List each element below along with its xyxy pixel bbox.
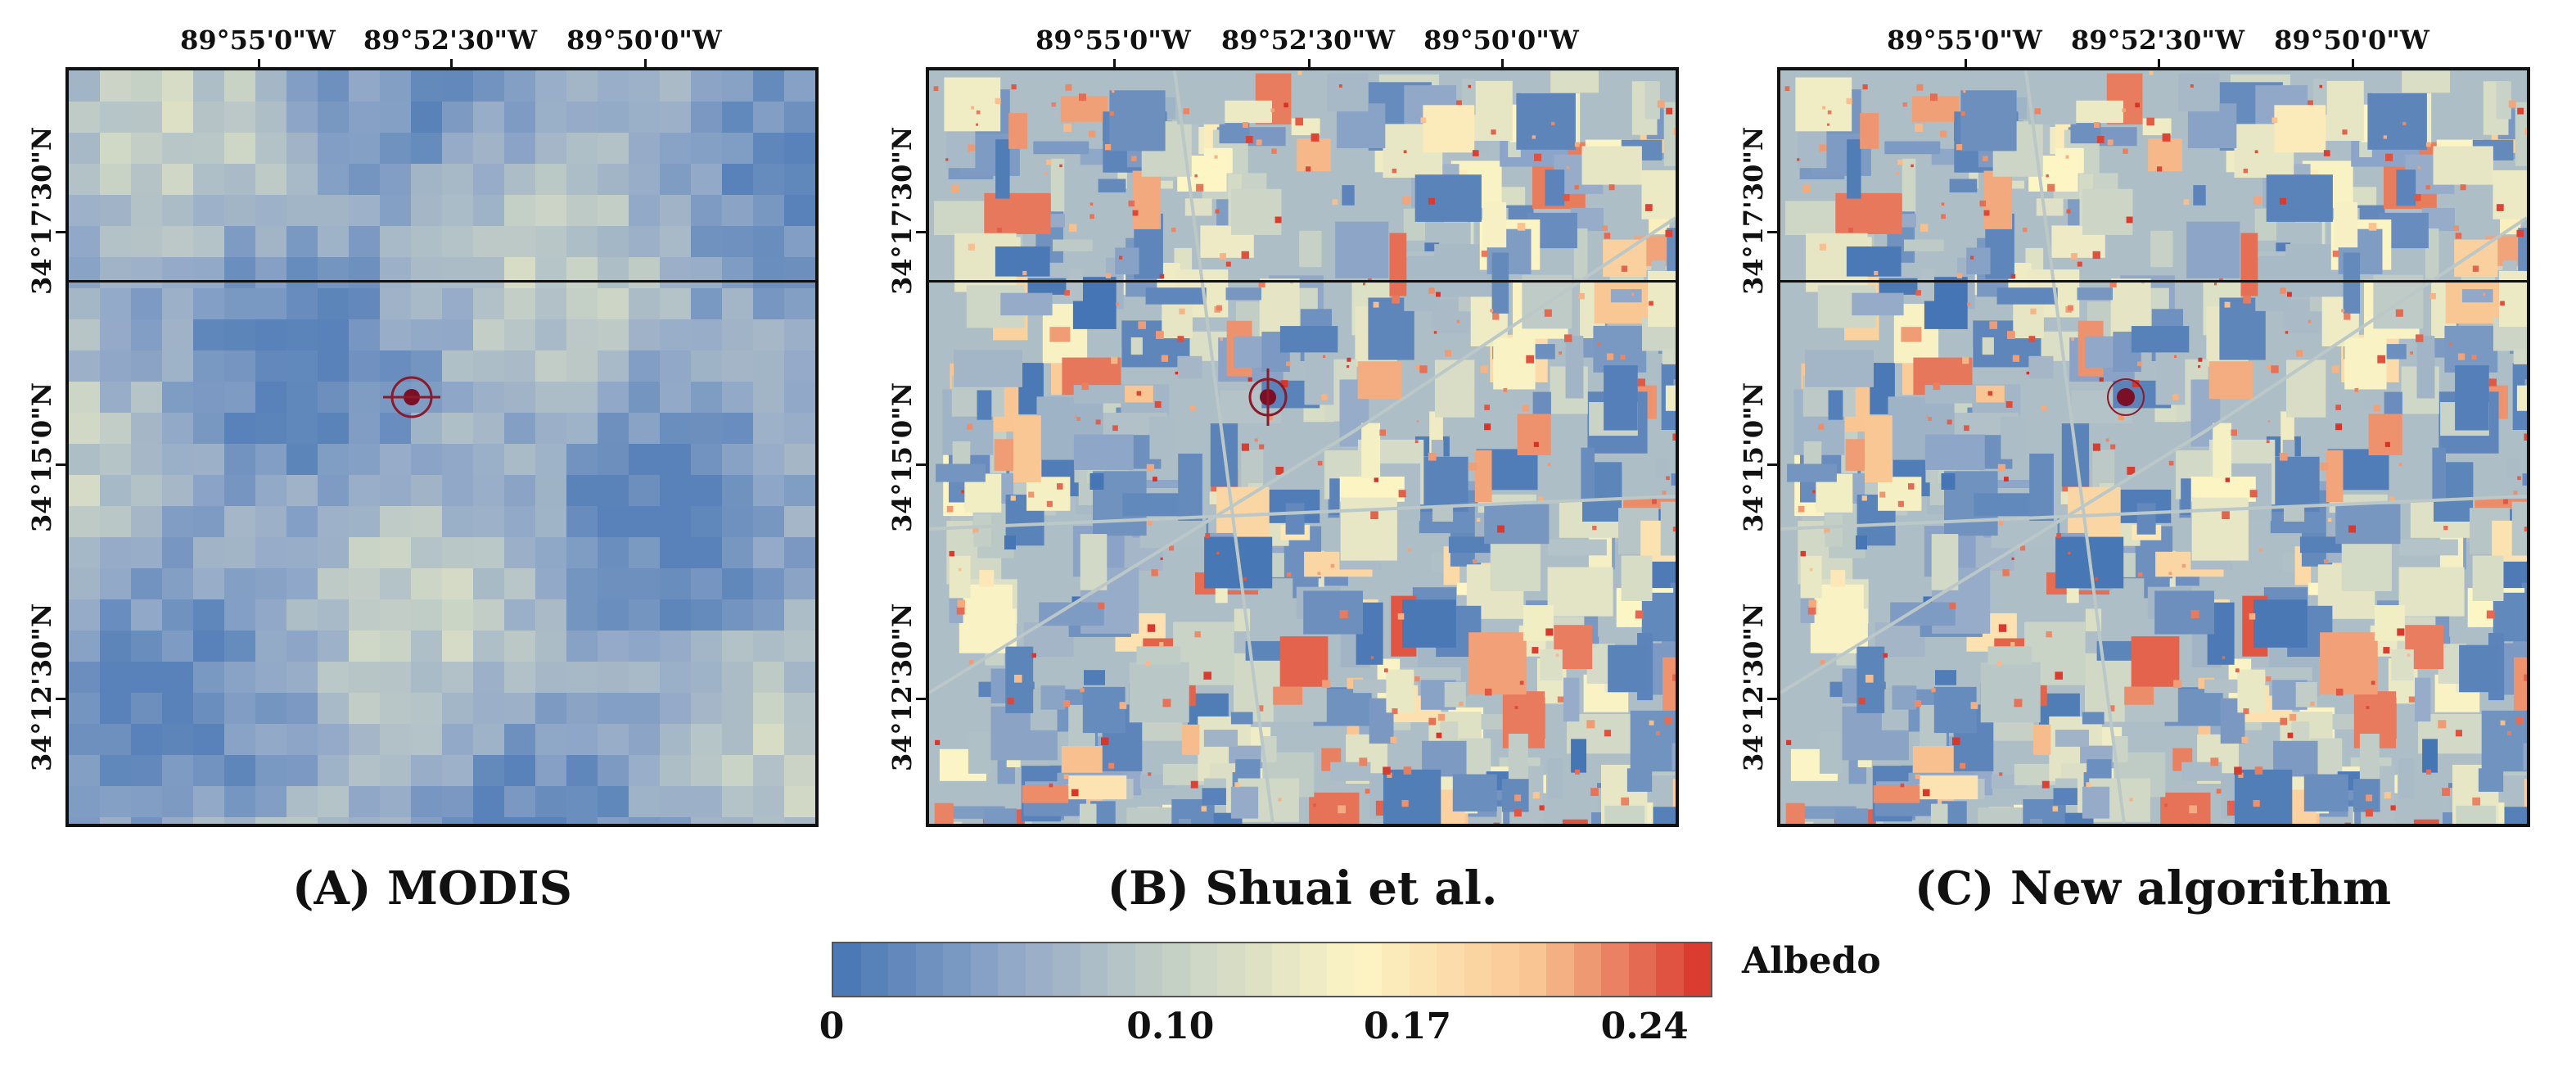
colorbar-segment <box>1382 943 1410 996</box>
albedo-colorbar <box>832 942 1712 997</box>
longitude-tick-label: 89°52'30"W <box>1221 25 1395 56</box>
panel-new-algorithm-map <box>1777 67 2530 827</box>
colorbar-segment <box>915 943 943 996</box>
panel-caption: (B) Shuai et al. <box>1107 861 1498 916</box>
tick-mark <box>450 59 453 69</box>
latitude-tick-label: 34°17'30"N <box>886 126 918 295</box>
colorbar-segment <box>998 943 1026 996</box>
tick-mark <box>644 59 647 69</box>
site-marker-icon <box>2107 378 2145 416</box>
tick-mark <box>2158 59 2160 69</box>
tick-mark <box>1308 59 1311 69</box>
colorbar-segment <box>1244 943 1272 996</box>
panel-caption: (C) New algorithm <box>1914 861 2392 916</box>
colorbar-segment <box>1135 943 1162 996</box>
longitude-tick-label: 89°50'0"W <box>566 25 722 56</box>
latitude-tick-label: 34°12'30"N <box>1738 603 1769 771</box>
colorbar-segment <box>1108 943 1135 996</box>
longitude-tick-label: 89°55'0"W <box>1887 25 2042 56</box>
tick-mark <box>56 463 65 466</box>
albedo-raster <box>929 70 1676 824</box>
colorbar-segment <box>970 943 998 996</box>
colorbar-segment <box>1656 943 1684 996</box>
tick-mark <box>56 231 65 233</box>
horizontal-reference-line <box>929 280 1676 283</box>
colorbar-segment <box>1464 943 1491 996</box>
colorbar-tick-label: 0.10 <box>1126 1006 1215 1047</box>
tick-mark <box>1767 231 1777 233</box>
colorbar-segment <box>1299 943 1327 996</box>
colorbar-segment <box>1546 943 1574 996</box>
colorbar-segment <box>1025 943 1053 996</box>
tick-mark <box>916 698 926 700</box>
colorbar-segment <box>1437 943 1464 996</box>
colorbar-segment <box>1162 943 1190 996</box>
colorbar-tick-label: 0.24 <box>1600 1006 1689 1047</box>
latitude-tick-label: 34°17'30"N <box>1738 126 1769 295</box>
latitude-tick-label: 34°15'0"N <box>1738 382 1769 532</box>
panel-modis-map <box>65 67 819 827</box>
tick-mark <box>1767 463 1777 466</box>
site-marker-icon <box>383 376 440 418</box>
colorbar-segment <box>1409 943 1437 996</box>
tick-mark <box>258 59 260 69</box>
longitude-tick-label: 89°55'0"W <box>180 25 336 56</box>
colorbar-segment <box>1683 943 1711 996</box>
colorbar-segment <box>1053 943 1080 996</box>
tick-mark <box>1767 698 1777 700</box>
site-marker-icon <box>1248 368 1288 426</box>
colorbar-segment <box>1354 943 1382 996</box>
tick-mark <box>1501 59 1504 69</box>
tick-mark <box>1965 59 1967 69</box>
colorbar-segment <box>860 943 888 996</box>
colorbar-segment <box>1272 943 1300 996</box>
colorbar-segment <box>1518 943 1546 996</box>
longitude-tick-label: 89°55'0"W <box>1035 25 1191 56</box>
colorbar-tick-label: 0.17 <box>1363 1006 1452 1047</box>
colorbar-segment <box>1491 943 1519 996</box>
colorbar-segment <box>833 943 861 996</box>
panel-caption: (A) MODIS <box>292 861 572 916</box>
tick-mark <box>2352 59 2354 69</box>
colorbar-segment <box>1601 943 1629 996</box>
latitude-tick-label: 34°12'30"N <box>26 603 57 771</box>
colorbar-segment <box>1189 943 1217 996</box>
colorbar-segment <box>1327 943 1355 996</box>
longitude-tick-label: 89°50'0"W <box>1423 25 1579 56</box>
latitude-tick-label: 34°15'0"N <box>886 382 918 532</box>
colorbar-title: Albedo <box>1742 940 1881 982</box>
colorbar-segment <box>1628 943 1656 996</box>
colorbar-tick-label: 0 <box>819 1006 845 1047</box>
albedo-raster <box>1780 70 2527 824</box>
latitude-tick-label: 34°15'0"N <box>26 382 57 532</box>
colorbar-segment <box>888 943 916 996</box>
colorbar-segment <box>1573 943 1601 996</box>
latitude-tick-label: 34°12'30"N <box>886 603 918 771</box>
tick-mark <box>916 463 926 466</box>
tick-mark <box>56 698 65 700</box>
panel-shuai-map <box>926 67 1679 827</box>
tick-mark <box>916 231 926 233</box>
albedo-raster <box>69 70 815 824</box>
tick-mark <box>1113 59 1116 69</box>
horizontal-reference-line <box>69 280 815 283</box>
longitude-tick-label: 89°52'30"W <box>363 25 537 56</box>
longitude-tick-label: 89°50'0"W <box>2274 25 2429 56</box>
horizontal-reference-line <box>1780 280 2527 283</box>
longitude-tick-label: 89°52'30"W <box>2071 25 2244 56</box>
latitude-tick-label: 34°17'30"N <box>26 126 57 295</box>
colorbar-segment <box>1080 943 1108 996</box>
colorbar-segment <box>1217 943 1245 996</box>
colorbar-segment <box>943 943 971 996</box>
